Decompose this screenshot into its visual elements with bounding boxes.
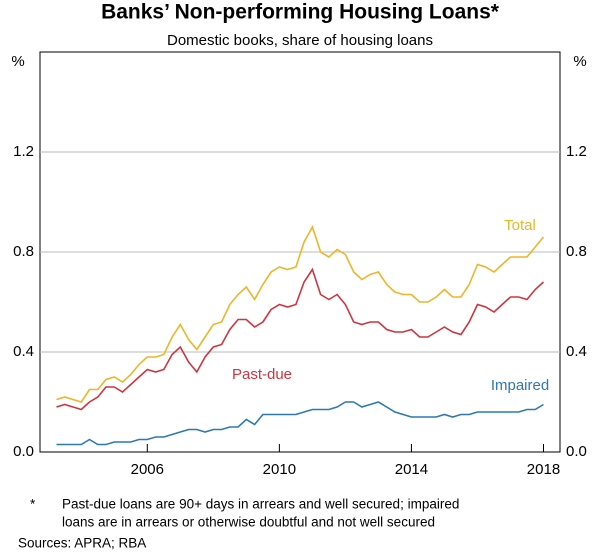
y2-tick-label: 0.0 — [566, 443, 587, 460]
x-tick-label: 2018 — [527, 461, 560, 478]
y-tick-label: 0.0 — [13, 443, 34, 460]
footnote-marker: * — [30, 497, 36, 512]
series-label: Past-due — [232, 366, 292, 383]
footnote-line: loans are in arrears or otherwise doubtf… — [62, 515, 435, 530]
y-tick-label: 0.8 — [13, 243, 34, 260]
series-line — [56, 267, 545, 411]
y2-axis-unit: % — [573, 53, 586, 70]
x-tick-label: 2010 — [263, 461, 296, 478]
y2-tick-label: 0.4 — [566, 343, 587, 360]
y-tick-label: 1.2 — [13, 143, 34, 160]
y2-tick-label: 0.8 — [566, 243, 587, 260]
chart-subtitle: Domestic books, share of housing loans — [167, 32, 433, 49]
source: Sources: APRA; RBA — [18, 536, 146, 551]
footnote-line: Past-due loans are 90+ days in arrears a… — [62, 497, 459, 512]
y2-tick-label: 1.2 — [566, 143, 587, 160]
series-label: Total — [504, 217, 536, 234]
series-line — [56, 401, 544, 446]
series-line — [56, 225, 545, 403]
chart-title: Banks’ Non-performing Housing Loans* — [101, 1, 500, 24]
x-tick-label: 2014 — [395, 461, 428, 478]
x-tick-label: 2006 — [131, 461, 164, 478]
y-tick-label: 0.4 — [13, 343, 34, 360]
series-label: Impaired — [491, 377, 549, 394]
y-axis-unit: % — [11, 53, 24, 70]
